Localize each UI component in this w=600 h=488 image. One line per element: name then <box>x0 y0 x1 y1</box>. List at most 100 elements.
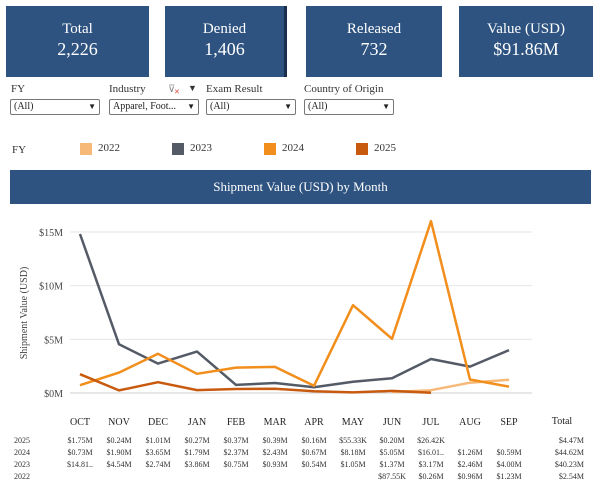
filter-exam-result-label: Exam Result <box>206 83 263 95</box>
filter-industry-dropdown[interactable]: Apparel, Foot... ▼ <box>109 99 199 115</box>
legend-swatch <box>264 143 276 155</box>
table-cell: $1.01M <box>145 436 171 445</box>
table-total-header: Total <box>552 416 573 427</box>
filter-industry-value: Apparel, Foot... <box>113 101 177 112</box>
filter-exam-result-value: (All) <box>210 101 230 112</box>
table-cell: $0.59M <box>496 448 522 457</box>
chevron-down-icon: ▼ <box>382 102 390 111</box>
kpi-value-label: Value (USD) <box>487 21 565 37</box>
x-tick-label: SEP <box>500 417 518 428</box>
kpi-value-value: $91.86M <box>493 39 559 59</box>
table-row-total: $44.62M <box>554 448 584 457</box>
table-cell: $0.96M <box>457 472 483 481</box>
chevron-down-icon: ▼ <box>88 102 96 111</box>
filter-country-label: Country of Origin <box>304 83 384 95</box>
filter-country-dropdown[interactable]: (All) ▼ <box>304 99 394 115</box>
table-cell: $1.26M <box>457 448 483 457</box>
series-line-2023[interactable] <box>78 233 510 389</box>
table-row-total: $2.54M <box>558 472 584 481</box>
clear-filter-icon[interactable]: ⊽ ✕ <box>168 84 180 96</box>
chevron-down-icon: ▼ <box>284 102 292 111</box>
y-tick-label: $15M <box>39 228 63 239</box>
table-cell: $2.46M <box>457 460 483 469</box>
table-row-total: $4.47M <box>558 436 584 445</box>
legend-swatch <box>172 143 184 155</box>
table-cell: $0.26M <box>418 472 444 481</box>
table-cell: $2.43M <box>262 448 288 457</box>
kpi-released-tile[interactable]: Released 732 <box>306 6 442 77</box>
table-row-year: 2022 <box>14 472 30 481</box>
table-cell: $5.05M <box>379 448 405 457</box>
x-tick-label: MAR <box>264 417 287 428</box>
table-cell: $0.20M <box>379 436 405 445</box>
series-line-2022[interactable] <box>391 378 510 394</box>
table-cell: $0.37M <box>223 436 249 445</box>
kpi-released-value: 732 <box>360 39 388 59</box>
table-cell: $1.23M <box>496 472 522 481</box>
table-cell: $0.73M <box>67 448 93 457</box>
legend-swatch <box>356 143 368 155</box>
series-line-2025[interactable] <box>79 373 432 394</box>
y-tick-label: $0M <box>44 389 63 400</box>
table-cell: $0.24M <box>106 436 132 445</box>
x-tick-label: FEB <box>227 417 246 428</box>
chevron-down-icon[interactable]: ▼ <box>188 83 197 93</box>
table-cell: $0.39M <box>262 436 288 445</box>
table-cell: $0.67M <box>301 448 327 457</box>
x-tick-label: JAN <box>188 417 206 428</box>
filter-fy-dropdown[interactable]: (All) ▼ <box>10 99 100 115</box>
table-cell: $0.27M <box>184 436 210 445</box>
kpi-denied-label: Denied <box>202 21 247 37</box>
shipment-value-line-chart[interactable]: $0M $5M $10M $15M Shipment Value (USD) OCT NOV… <box>0 205 600 435</box>
x-tick-label: NOV <box>108 417 130 428</box>
table-cell: $3.86M <box>184 460 210 469</box>
table-cell: $4.54M <box>106 460 132 469</box>
x-tick-label: MAY <box>342 417 364 428</box>
kpi-denied-value: 1,406 <box>204 39 245 59</box>
y-tick-label: $5M <box>44 335 63 346</box>
table-cell: $26.42K <box>417 436 445 445</box>
x-tick-label: JUL <box>422 417 439 428</box>
x-tick-label: APR <box>304 417 324 428</box>
legend-item-label: 2024 <box>282 142 304 154</box>
kpi-released-label: Released <box>346 21 402 37</box>
table-row-total: $40.23M <box>554 460 584 469</box>
table-row-year: 2025 <box>14 436 30 445</box>
legend-swatch <box>80 143 92 155</box>
x-tick-label: JUN <box>383 417 401 428</box>
y-axis-label: Shipment Value (USD) <box>19 267 30 360</box>
x-tick-label: OCT <box>70 417 90 428</box>
legend-item-label: 2023 <box>190 142 212 154</box>
filter-country-value: (All) <box>308 101 328 112</box>
chevron-down-icon: ▼ <box>187 102 195 111</box>
legend-title: FY <box>12 144 27 156</box>
legend-item-label: 2025 <box>374 142 396 154</box>
table-cell: $14.81.. <box>67 460 93 469</box>
x-tick-label: DEC <box>148 417 168 428</box>
table-row-year: 2023 <box>14 460 30 469</box>
table-cell: $0.93M <box>262 460 288 469</box>
table-cell: $1.75M <box>67 436 93 445</box>
chart-title: Shipment Value (USD) by Month <box>10 170 591 204</box>
x-tick-label: AUG <box>459 417 481 428</box>
kpi-denied-tile[interactable]: Denied 1,406 <box>165 6 287 77</box>
table-cell: $3.65M <box>145 448 171 457</box>
table-cell: $4.00M <box>496 460 522 469</box>
table-cell: $87.55K <box>378 472 406 481</box>
kpi-total-label: Total <box>62 21 93 37</box>
table-cell: $2.74M <box>145 460 171 469</box>
table-cell: $0.16M <box>301 436 327 445</box>
filter-fy-label: FY <box>11 83 26 95</box>
table-cell: $55.33K <box>339 436 367 445</box>
table-cell: $1.79M <box>184 448 210 457</box>
table-cell: $0.54M <box>301 460 327 469</box>
y-tick-label: $10M <box>39 282 63 293</box>
kpi-total-tile[interactable]: Total 2,226 <box>6 6 149 77</box>
kpi-total-value: 2,226 <box>57 39 98 59</box>
kpi-value-tile[interactable]: Value (USD) $91.86M <box>459 6 593 77</box>
filter-fy-value: (All) <box>14 101 34 112</box>
series-line-2024[interactable] <box>79 219 510 388</box>
table-cell: $1.37M <box>379 460 405 469</box>
filter-exam-result-dropdown[interactable]: (All) ▼ <box>206 99 296 115</box>
table-cell: $8.18M <box>340 448 366 457</box>
